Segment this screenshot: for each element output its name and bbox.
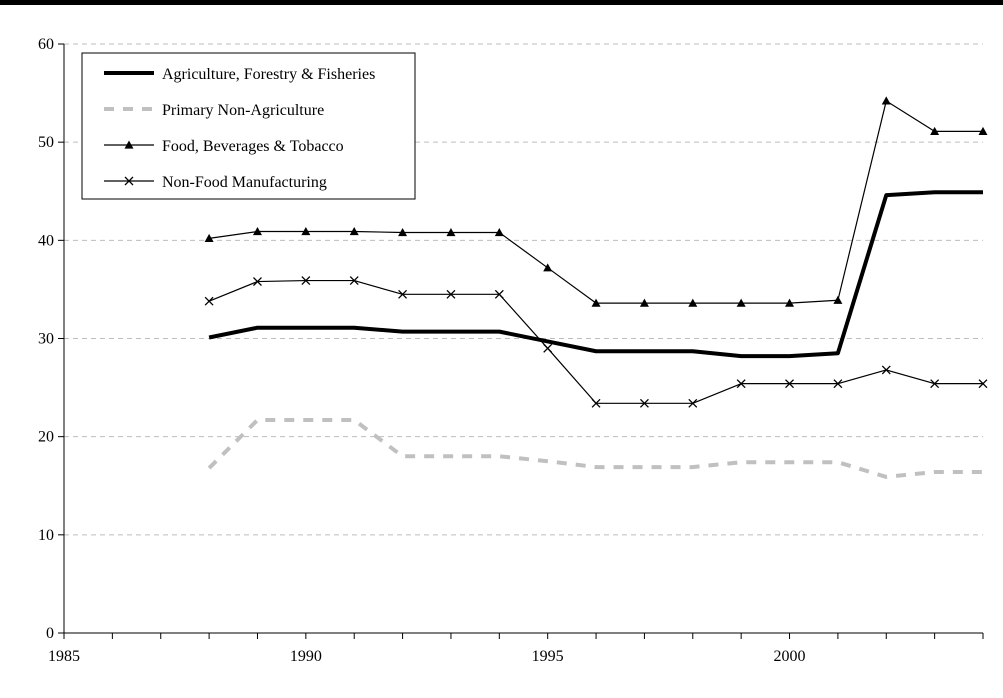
tick-labels: 0 10 20 30 40 50 60 1985 1990 1995 2000: [38, 36, 806, 665]
triangle-marker: [688, 298, 698, 307]
x-marker: [881, 365, 891, 375]
series-line: [208, 190, 983, 359]
triangle-marker: [736, 298, 746, 307]
triangle-marker: [978, 126, 988, 135]
y-tick-label: 40: [38, 232, 54, 249]
series-primary-non-agriculture: [207, 417, 983, 479]
triangle-marker: [930, 126, 940, 135]
x-marker: [736, 379, 746, 389]
triangle-marker: [591, 298, 601, 307]
triangle-marker: [833, 295, 843, 304]
x-marker: [639, 398, 649, 408]
legend-label: Food, Beverages & Tobacco: [162, 138, 344, 155]
triangle-marker: [881, 96, 891, 105]
triangle-marker: [252, 226, 262, 236]
triangle-marker: [301, 226, 311, 236]
x-marker: [253, 277, 262, 287]
series-line: [207, 417, 983, 479]
triangle-marker: [124, 140, 134, 149]
x-tick-label: 2000: [774, 648, 806, 665]
x-marker: [204, 296, 214, 306]
triangle-marker: [494, 227, 504, 237]
x-marker: [446, 289, 456, 299]
y-tick-label: 50: [38, 134, 54, 151]
x-marker: [688, 398, 698, 408]
legend-box: [81, 52, 416, 200]
x-tick-label: 1985: [48, 648, 80, 665]
series-group: [204, 96, 988, 479]
y-tick-label: 20: [38, 429, 54, 446]
legend: Agriculture, Forestry & Fisheries Primary…: [81, 52, 416, 200]
triangle-marker: [349, 226, 359, 236]
triangle-marker: [204, 233, 214, 242]
series-food-beverages-tobacco: [204, 96, 988, 307]
legend-label: Agriculture, Forestry & Fisheries: [162, 66, 375, 83]
series-non-food-manufacturing: [204, 276, 988, 408]
y-tick-label: 0: [46, 625, 54, 642]
x-tick-label: 1990: [290, 648, 322, 665]
y-tick-label: 30: [38, 331, 54, 348]
triangle-marker: [446, 227, 456, 237]
triangle-marker: [785, 298, 795, 307]
x-marker: [543, 343, 553, 353]
top-rule: [0, 0, 1003, 5]
legend-label: Primary Non-Agriculture: [162, 102, 324, 119]
x-marker: [978, 379, 988, 389]
x-marker: [930, 379, 940, 389]
y-tick-label: 10: [38, 527, 54, 544]
x-marker: [301, 276, 311, 286]
series-agriculture-forestry-fisheries: [208, 190, 983, 359]
x-marker: [591, 398, 601, 408]
triangle-marker: [639, 298, 649, 307]
x-marker: [494, 289, 504, 299]
x-marker: [785, 379, 794, 389]
x-marker: [833, 379, 843, 389]
triangle-marker: [543, 263, 553, 272]
axes: [58, 43, 984, 639]
legend-label: Non-Food Manufacturing: [162, 174, 327, 191]
triangle-marker: [398, 227, 408, 237]
x-tick-label: 1995: [532, 648, 564, 665]
x-marker: [124, 176, 134, 186]
y-tick-label: 60: [38, 36, 54, 53]
x-marker: [398, 289, 408, 299]
x-marker: [349, 276, 359, 286]
